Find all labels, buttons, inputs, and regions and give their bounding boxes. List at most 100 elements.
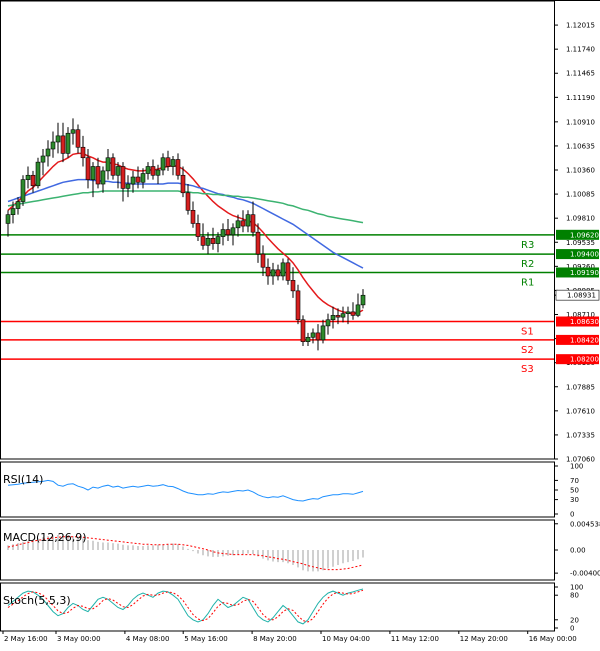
candle [310, 328, 316, 344]
candle [30, 170, 36, 193]
time-tick-label: 16 May 00:00 [529, 635, 577, 643]
candle [50, 131, 56, 158]
time-tick-label: 3 May 00:00 [57, 635, 101, 643]
candle-bear [60, 135, 66, 154]
candle [325, 313, 331, 335]
price-tick-label: 1.11465 [566, 70, 595, 78]
candle [140, 168, 146, 189]
candle-bear [300, 319, 306, 342]
candle-bull [160, 157, 166, 171]
candle [105, 148, 111, 180]
candle-bull [360, 294, 366, 306]
candle [115, 162, 121, 189]
price-tick-label: 1.10635 [566, 142, 595, 150]
candle-bear [240, 220, 246, 227]
stoch-panel-frame [0, 582, 555, 632]
price-axis: 1.12015 1.11740 1.11465 1.11190 1.10910 1.106… [554, 22, 595, 464]
indicator-tick-label: 0 [570, 511, 574, 519]
candle [175, 153, 181, 180]
candle [340, 306, 346, 323]
candle-bull [330, 315, 336, 321]
macd-plot: 0.004538 0.00 -0.004003 MACD(12,26,9) [3, 520, 600, 577]
candle [210, 227, 216, 250]
candle [245, 210, 251, 233]
candle [145, 162, 151, 180]
price-tick-label: 1.09535 [566, 239, 595, 247]
candle-bull [70, 129, 76, 134]
candle-bear [335, 315, 341, 318]
candle [220, 223, 226, 246]
candle-bull [10, 208, 16, 215]
candle [265, 258, 271, 285]
candle-bear [190, 209, 196, 224]
candle [315, 324, 321, 351]
candle [95, 157, 101, 189]
time-axis: 2 May 16:00 3 May 00:00 4 May 08:00 5 May 1… [2, 631, 577, 643]
candle [120, 162, 126, 202]
time-tick-label: 8 May 20:00 [253, 635, 297, 643]
price-tick-label: 1.07610 [566, 407, 595, 415]
candle-bull [25, 174, 31, 180]
candle [15, 197, 21, 215]
rsi-line [7, 479, 364, 502]
candle-bull [5, 214, 11, 224]
candle [280, 258, 286, 281]
candle [255, 223, 261, 263]
ma-line [7, 190, 364, 224]
candle-bear [150, 166, 156, 176]
candle [305, 332, 311, 347]
candle-bear [75, 129, 81, 148]
candle-bull [20, 179, 26, 202]
candle-bull [40, 155, 46, 163]
candle-bear [120, 166, 126, 189]
candle [330, 306, 336, 329]
candle [240, 210, 246, 233]
candle [130, 170, 136, 193]
candle-bull [205, 238, 211, 246]
candle-bear [250, 214, 256, 233]
candle [20, 175, 26, 206]
candle-bear [350, 311, 356, 316]
candle-bear [265, 266, 271, 277]
time-tick-label: 10 May 04:00 [322, 635, 370, 643]
price-tick-label: 1.07885 [566, 383, 595, 391]
candle-bear [30, 174, 36, 187]
candle-bull [220, 229, 226, 237]
level-price-tag [556, 229, 599, 240]
price-tick-label: 1.09260 [566, 263, 595, 271]
candle-bear [315, 332, 321, 341]
candle-bear [295, 290, 301, 321]
support-resistance-levels: 1.09620 R3 1.09400 R2 1.09190 R1 1.08630 S1 1.08… [1, 229, 599, 375]
moving-averages [7, 152, 364, 315]
candle [250, 201, 256, 237]
level-price-tag [556, 249, 599, 260]
level-price-tag [556, 354, 599, 365]
candle [205, 232, 211, 255]
level-price-tag [556, 334, 599, 345]
candle [260, 245, 266, 276]
candle [100, 166, 106, 193]
candle-bear [195, 223, 201, 237]
indicator-tick-label: 100 [570, 584, 583, 592]
candle [215, 232, 221, 253]
candle [300, 315, 306, 347]
candle [270, 262, 276, 285]
candle-bull [215, 236, 221, 244]
candle-bull [145, 166, 151, 174]
candle [150, 159, 156, 180]
candle [190, 201, 196, 228]
candle-bull [100, 170, 106, 185]
candle [335, 308, 341, 325]
candle-bull [170, 159, 176, 167]
candle [135, 166, 141, 189]
price-tick-label: 1.08710 [566, 311, 595, 319]
candle-bear [200, 236, 206, 246]
level-price-label: 1.09190 [570, 269, 599, 277]
candle [285, 258, 291, 285]
candle-bear [290, 280, 296, 292]
candle [45, 140, 51, 167]
candle [235, 214, 241, 237]
candle-bull [50, 141, 56, 150]
macd-signal-line [7, 536, 364, 571]
candle-bear [285, 262, 291, 281]
